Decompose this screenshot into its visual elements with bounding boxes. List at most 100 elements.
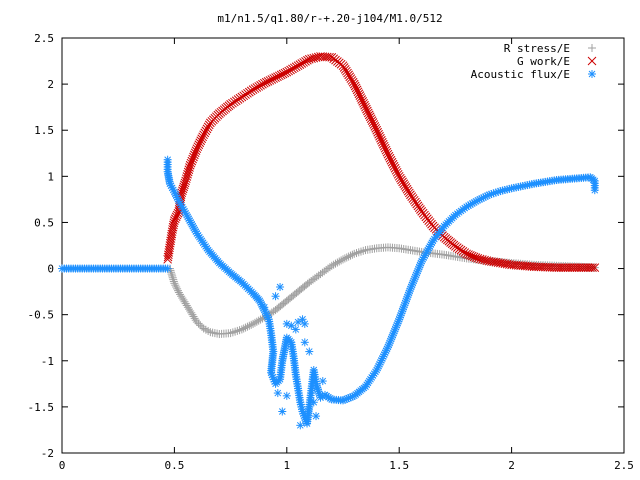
- data-point: [387, 157, 397, 167]
- data-point: [331, 259, 340, 268]
- x-tick-label: 1.5: [389, 459, 409, 472]
- data-points: [58, 52, 600, 430]
- data-point: [171, 281, 180, 290]
- legend-markers: [587, 44, 597, 78]
- data-point: [294, 318, 303, 327]
- data-point: [168, 273, 177, 282]
- data-point: [565, 263, 575, 272]
- data-point: [590, 263, 600, 272]
- data-point: [574, 263, 584, 272]
- data-point: [260, 303, 269, 312]
- data-point: [241, 323, 250, 332]
- data-point: [237, 325, 246, 334]
- y-tick-label: -0.5: [28, 309, 55, 322]
- data-point: [179, 295, 188, 304]
- y-tick-label: -1: [41, 355, 54, 368]
- data-point: [590, 186, 599, 195]
- data-point: [178, 294, 187, 303]
- data-point: [276, 283, 285, 291]
- y-tick-label: 2.5: [34, 32, 54, 45]
- data-point: [337, 256, 346, 265]
- data-point: [198, 132, 208, 142]
- data-point: [185, 305, 194, 314]
- data-point: [189, 312, 198, 321]
- data-point: [256, 315, 265, 324]
- data-point: [228, 328, 237, 337]
- data-point: [342, 253, 351, 262]
- axis-ticks: [61, 37, 625, 454]
- data-point: [204, 120, 214, 130]
- series-1: [163, 52, 600, 272]
- x-tick-label: 2: [508, 459, 515, 472]
- data-point: [389, 161, 399, 171]
- data-point: [404, 188, 414, 198]
- data-point: [335, 257, 344, 266]
- data-point: [327, 261, 336, 270]
- data-point: [190, 314, 199, 323]
- data-point: [344, 252, 353, 261]
- data-point: [163, 264, 172, 273]
- data-point: [388, 159, 398, 169]
- chart-title: m1/n1.5/q1.80/r-+.20-j104/M1.0/512: [217, 12, 442, 25]
- data-point: [296, 421, 305, 430]
- data-point: [196, 321, 205, 330]
- data-point: [340, 254, 349, 263]
- data-point: [180, 297, 189, 306]
- data-point: [585, 263, 595, 272]
- data-point: [318, 377, 327, 386]
- series-0: [165, 243, 599, 339]
- data-point: [239, 324, 248, 333]
- data-point: [173, 286, 182, 295]
- data-point: [391, 165, 401, 175]
- data-point: [169, 277, 178, 286]
- y-tick-label: -1.5: [28, 401, 55, 414]
- data-point: [183, 303, 192, 312]
- data-point: [169, 275, 178, 284]
- data-point: [300, 319, 309, 328]
- legend-label-g-work: G work/E: [517, 55, 570, 68]
- data-point: [572, 263, 582, 272]
- y-tick-label: 1: [47, 170, 54, 183]
- data-point: [181, 299, 190, 308]
- data-point: [554, 263, 564, 272]
- data-point: [300, 338, 309, 347]
- legend-marker: [587, 56, 597, 66]
- data-point: [570, 263, 579, 272]
- data-point: [309, 398, 318, 407]
- data-point: [186, 306, 195, 315]
- data-point: [167, 268, 176, 277]
- x-tick-label: 0: [59, 459, 66, 472]
- x-tick-label: 1: [283, 459, 290, 472]
- data-point: [333, 258, 342, 267]
- data-point: [252, 317, 261, 326]
- data-point: [182, 301, 191, 310]
- data-point: [203, 122, 213, 132]
- data-point: [168, 271, 177, 280]
- data-point: [200, 128, 210, 138]
- data-point: [245, 321, 254, 330]
- series-2: [58, 155, 599, 430]
- data-point: [247, 320, 256, 329]
- data-point: [390, 163, 400, 173]
- data-point: [187, 308, 196, 317]
- data-point: [356, 247, 365, 256]
- legend: R stress/E G work/E Acoustic flux/E: [471, 42, 597, 81]
- legend-label-r-stress: R stress/E: [504, 42, 570, 55]
- data-point: [567, 263, 577, 272]
- axis-tick-labels: 0 0.5 1 1.5 2 2.5 2.5 2 1.5 1 0.5 0 -0.5 -1 -1.5 -2: [28, 32, 634, 472]
- data-point: [250, 318, 259, 327]
- data-point: [170, 279, 179, 288]
- data-point: [339, 255, 347, 264]
- data-point: [549, 263, 559, 272]
- legend-marker: [588, 70, 596, 78]
- data-point: [231, 327, 240, 336]
- data-point: [173, 284, 182, 293]
- data-point: [243, 322, 252, 331]
- data-point: [226, 329, 235, 338]
- data-point: [312, 412, 321, 421]
- data-point: [386, 155, 396, 165]
- y-tick-label: 0: [47, 263, 54, 276]
- data-point: [348, 250, 357, 259]
- data-point: [583, 263, 593, 272]
